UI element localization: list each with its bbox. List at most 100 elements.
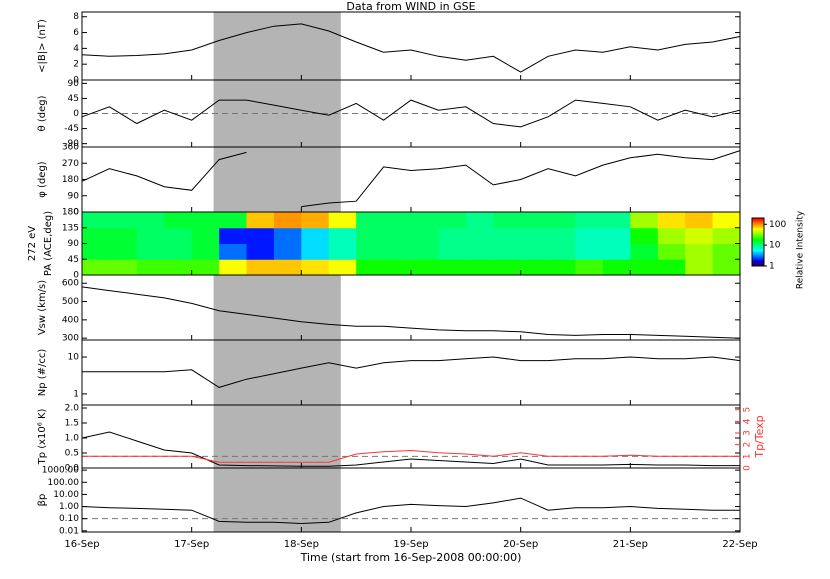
shaded-interval <box>213 147 341 212</box>
colorbar-segment <box>752 251 764 254</box>
heatmap-cell <box>164 259 193 276</box>
heatmap-cell <box>493 243 522 260</box>
x-tick-label: 21-Sep <box>613 539 648 550</box>
y-tick-label: 2 <box>73 60 79 70</box>
heatmap-cell <box>548 243 576 260</box>
colorbar-segment <box>752 236 764 238</box>
x-tick-label: 22-Sep <box>722 539 757 550</box>
heatmap-cell <box>438 259 467 276</box>
colorbar-segment <box>752 233 764 236</box>
shaded-interval <box>213 405 341 468</box>
y-tick-label: 100.00 <box>48 478 80 488</box>
y-tick-label: 90 <box>68 79 80 89</box>
heatmap-cell <box>465 243 494 260</box>
y-tick-label: 1000.00 <box>42 466 79 476</box>
y-tick-label: 0.10 <box>59 514 79 524</box>
heatmap-cell <box>411 227 439 244</box>
figure-title: Data from WIND in GSE <box>346 0 475 13</box>
y-tick-label: 0.01 <box>59 526 79 536</box>
heatmap-cell <box>465 259 494 276</box>
heatmap-cell <box>685 227 714 244</box>
colorbar-segment <box>752 222 764 225</box>
heatmap-cell <box>136 227 165 244</box>
heatmap-cell <box>493 227 522 244</box>
data-line <box>81 431 740 467</box>
colorbar-segment <box>752 225 764 227</box>
heatmap-cell <box>191 259 220 276</box>
heatmap-cell <box>328 243 357 260</box>
y-tick-label: 45 <box>68 94 79 104</box>
heatmap-cell <box>273 243 302 260</box>
y-axis-label: θ (deg) <box>37 95 48 131</box>
colorbar-segment <box>752 260 764 262</box>
y-tick-label: 0 <box>73 76 79 86</box>
y-tick-label: 135 <box>62 223 79 233</box>
y-tick-label: 360 <box>62 143 79 153</box>
heatmap-cell <box>438 227 467 244</box>
heatmap-cell <box>438 212 467 229</box>
shaded-interval <box>213 275 341 340</box>
heatmap-cell <box>191 243 220 260</box>
heatmap-cell <box>356 227 385 244</box>
heatmap-cell <box>219 227 247 244</box>
y-tick-label: 600 <box>62 279 79 289</box>
x-tick-label: 17-Sep <box>174 539 209 550</box>
heatmap-cell <box>548 259 576 276</box>
heatmap-cell <box>273 259 302 276</box>
y-tick-label: 0.0 <box>65 464 80 474</box>
heatmap-cell <box>109 227 138 244</box>
heatmap-cell <box>685 259 714 276</box>
heatmap-cell <box>301 227 330 244</box>
colorbar-segment <box>752 239 764 242</box>
heatmap-cell <box>164 227 193 244</box>
colorbar-segment <box>752 244 764 247</box>
y2-tick-label: 5 <box>743 407 753 413</box>
y2-tick-label: 0 <box>743 465 753 471</box>
y-tick-label: 0.5 <box>65 449 79 459</box>
y-tick-label: 6 <box>73 28 79 38</box>
data-line <box>82 449 740 463</box>
heatmap-cell <box>301 212 330 229</box>
heatmap-cell <box>493 212 522 229</box>
heatmap-cell <box>82 243 110 260</box>
heatmap-cell <box>273 212 302 229</box>
heatmap-cell <box>520 212 549 229</box>
heatmap-cell <box>136 212 165 229</box>
x-axis-label: Time (start from 16-Sep-2008 00:00:00) <box>300 551 522 564</box>
heatmap-cell <box>411 243 439 260</box>
heatmap-cell <box>82 227 110 244</box>
panel-frame <box>81 274 741 341</box>
colorbar-segment <box>752 242 764 244</box>
heatmap-cell <box>411 212 439 229</box>
y-tick-label: 1.00 <box>59 502 79 512</box>
colorbar-segment <box>752 226 764 229</box>
y-tick-label: 180 <box>62 208 79 218</box>
heatmap-cell <box>630 212 659 229</box>
heatmap-cell <box>246 227 275 244</box>
heatmap-cell <box>630 243 659 260</box>
x-tick-label: 18-Sep <box>284 539 319 550</box>
shaded-interval <box>213 468 341 532</box>
y-tick-label: 180 <box>62 175 79 185</box>
heatmap-cell <box>246 243 275 260</box>
y-axis-label: <|B|> (nT) <box>37 19 48 73</box>
heatmap-cell <box>191 227 220 244</box>
panel-frame <box>81 467 741 533</box>
heatmap-cell <box>602 212 631 229</box>
colorbar-tick-label: 10 <box>769 241 781 251</box>
heatmap-cell <box>520 259 549 276</box>
colorbar-segment <box>752 257 764 260</box>
heatmap-cell <box>164 212 193 229</box>
heatmap-cell <box>438 243 467 260</box>
heatmap-cell <box>630 259 659 276</box>
heatmap-cell <box>657 243 686 260</box>
heatmap-cell <box>328 259 357 276</box>
heatmap-cell <box>109 243 138 260</box>
colorbar-tick-label: 100 <box>769 220 786 230</box>
y-axis-label: φ (deg) <box>37 161 48 198</box>
heatmap-cell <box>219 243 247 260</box>
y-axis-label: βp <box>37 494 48 507</box>
data-line <box>81 497 740 525</box>
heatmap-cell <box>383 259 412 276</box>
